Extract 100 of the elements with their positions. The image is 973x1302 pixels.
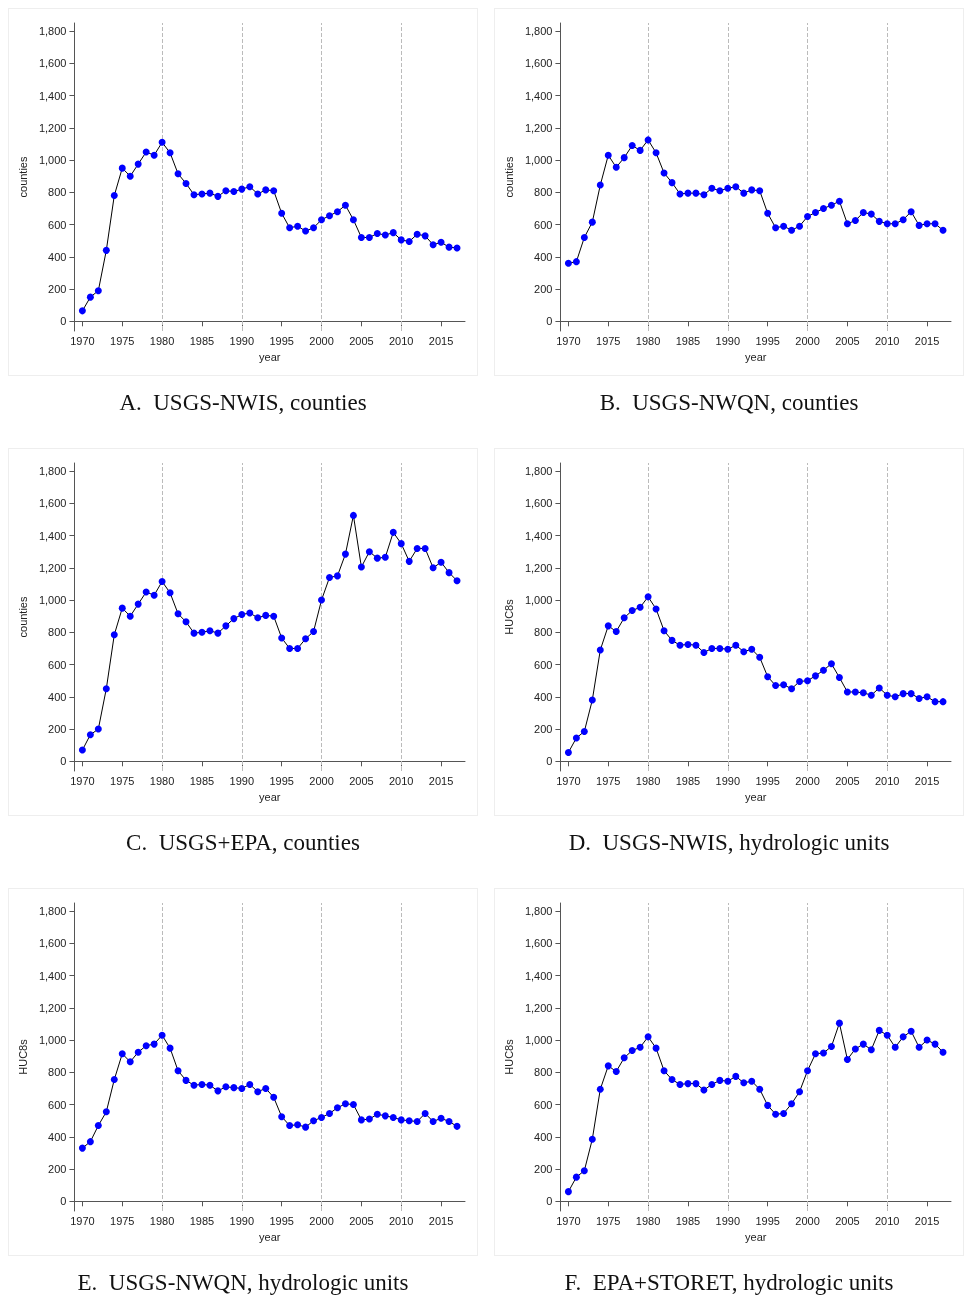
- point: [580, 727, 588, 735]
- point: [564, 748, 572, 756]
- point: [851, 1045, 859, 1053]
- point: [676, 641, 684, 649]
- point: [684, 1080, 692, 1088]
- point: [190, 1081, 198, 1089]
- point: [326, 1109, 333, 1117]
- x-tick-label: 1970: [70, 334, 95, 347]
- point: [843, 1055, 851, 1063]
- text: B. USGS-NWQN, counties: [598, 390, 860, 416]
- y-tick-label: 1,200: [524, 1001, 553, 1014]
- x-tick-label: 2005: [349, 774, 374, 787]
- point: [158, 1031, 166, 1039]
- y-tick-label: 600: [48, 218, 67, 231]
- point: [732, 641, 740, 649]
- point: [756, 1085, 764, 1093]
- point: [389, 528, 397, 536]
- y-tick-label: 200: [48, 283, 67, 296]
- point: [78, 1144, 86, 1152]
- point: [788, 1100, 796, 1108]
- point: [819, 204, 827, 212]
- point: [604, 622, 612, 630]
- point: [214, 192, 222, 200]
- point: [835, 197, 843, 205]
- point: [907, 208, 915, 216]
- y-axis-title: counties: [16, 156, 29, 198]
- point: [365, 548, 373, 556]
- point: [381, 1112, 389, 1120]
- point: [102, 685, 110, 693]
- point: [804, 677, 812, 685]
- point: [270, 612, 278, 620]
- point: [939, 226, 947, 234]
- point: [262, 1084, 270, 1092]
- x-tick-label: 1995: [269, 774, 294, 787]
- point: [118, 604, 126, 612]
- point: [333, 572, 341, 580]
- point: [310, 628, 318, 636]
- point: [788, 226, 796, 234]
- point: [294, 1121, 302, 1129]
- y-tick-label: 1,600: [38, 497, 67, 510]
- point: [772, 682, 780, 690]
- x-tick-label: 2015: [428, 1214, 454, 1227]
- point: [238, 611, 246, 619]
- x-tick-label: 1990: [715, 774, 741, 787]
- y-axis-title: HUC8s: [502, 1038, 515, 1075]
- point: [931, 220, 939, 228]
- point: [397, 1116, 405, 1124]
- point: [668, 179, 676, 187]
- point: [740, 648, 748, 656]
- point: [357, 1116, 365, 1124]
- point: [764, 1101, 772, 1109]
- x-tick-label: 2005: [835, 334, 860, 347]
- y-tick-label: 800: [48, 1066, 67, 1079]
- point: [254, 614, 262, 622]
- point: [333, 1104, 341, 1112]
- point: [804, 1067, 812, 1075]
- x-tick-label: 2000: [309, 1214, 334, 1227]
- point: [381, 231, 389, 239]
- point: [78, 307, 86, 315]
- point: [222, 622, 230, 630]
- point: [660, 1067, 668, 1075]
- x-tick-label: 1985: [675, 1214, 701, 1227]
- point: [421, 1109, 429, 1117]
- y-tick-label: 1,000: [38, 1034, 67, 1047]
- point: [373, 554, 381, 562]
- point: [230, 615, 238, 623]
- point: [915, 221, 923, 229]
- point: [110, 1076, 118, 1084]
- x-tick-label: 2005: [349, 334, 374, 347]
- point: [891, 693, 899, 701]
- point: [604, 1062, 612, 1070]
- point: [564, 1188, 572, 1196]
- point: [174, 610, 182, 618]
- point: [270, 1093, 278, 1101]
- point: [764, 209, 772, 217]
- point: [596, 1085, 604, 1093]
- point: [596, 181, 604, 189]
- point: [788, 685, 796, 693]
- y-tick-label: 800: [534, 186, 553, 199]
- point: [158, 578, 166, 586]
- point: [780, 681, 788, 689]
- point: [843, 220, 851, 228]
- y-tick-label: 200: [534, 1163, 553, 1176]
- text: D. USGS-NWIS, hydrologic units: [567, 830, 891, 856]
- point: [302, 227, 310, 235]
- point: [612, 1068, 620, 1076]
- x-tick-label: 1990: [229, 1214, 255, 1227]
- text: C. USGS+EPA, counties: [125, 830, 361, 856]
- point: [206, 627, 214, 635]
- point: [222, 187, 230, 195]
- point: [612, 163, 620, 171]
- point: [102, 246, 110, 254]
- x-tick-label: 2000: [309, 774, 334, 787]
- y-tick-label: 1,600: [38, 57, 67, 70]
- point: [445, 569, 453, 577]
- point: [572, 734, 580, 742]
- point: [126, 172, 134, 180]
- point: [724, 645, 732, 653]
- text: A. USGS-NWIS, counties: [118, 390, 368, 416]
- point: [572, 1173, 580, 1181]
